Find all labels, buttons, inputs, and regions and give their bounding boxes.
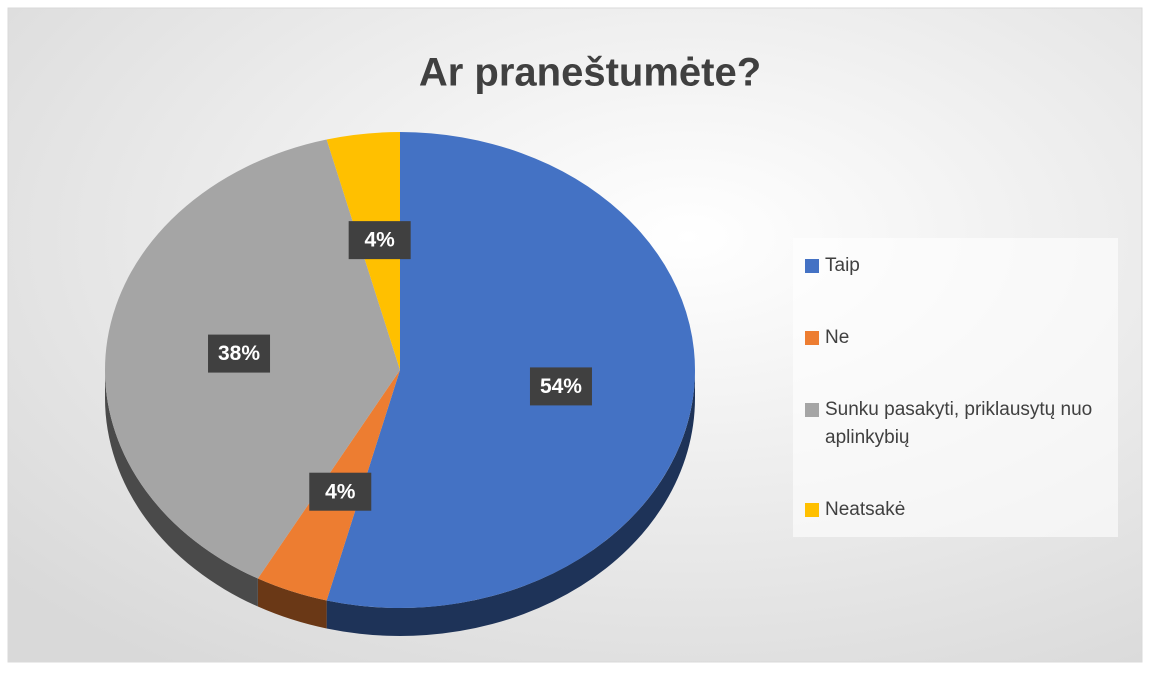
data-label-box — [208, 334, 271, 373]
legend-label: Neatsakė — [825, 499, 906, 520]
legend-label: Ne — [825, 327, 850, 348]
legend-swatch — [805, 259, 819, 273]
pie-slice-side — [257, 578, 327, 629]
data-label-box — [529, 367, 592, 406]
pie-slice-side — [326, 370, 695, 636]
data-label: 54% — [540, 375, 582, 398]
chart-title: Ar praneštumėte? — [419, 51, 761, 95]
legend-label: Sunku pasakyti, priklausytų nuo aplinkyb… — [825, 399, 1093, 448]
legend-item: Taip — [803, 252, 1103, 280]
data-label: 4% — [364, 229, 395, 252]
data-label-box — [309, 472, 372, 511]
pie-slice — [326, 132, 696, 608]
legend-swatch — [805, 503, 819, 517]
data-label: 4% — [325, 480, 356, 503]
legend-item: Neatsakė — [803, 496, 1103, 524]
legend-item: Ne — [803, 324, 1103, 352]
legend-swatch — [805, 331, 819, 345]
legend: Taip Ne Sunku pasakyti, priklausytų nuo ap… — [793, 238, 1118, 537]
legend-item: Sunku pasakyti, priklausytų nuo aplinkyb… — [803, 396, 1103, 452]
legend-swatch — [805, 403, 819, 417]
data-label: 38% — [218, 342, 260, 365]
legend-label: Taip — [825, 255, 860, 276]
data-label-box — [348, 221, 411, 260]
pie-slice-side — [105, 370, 258, 607]
